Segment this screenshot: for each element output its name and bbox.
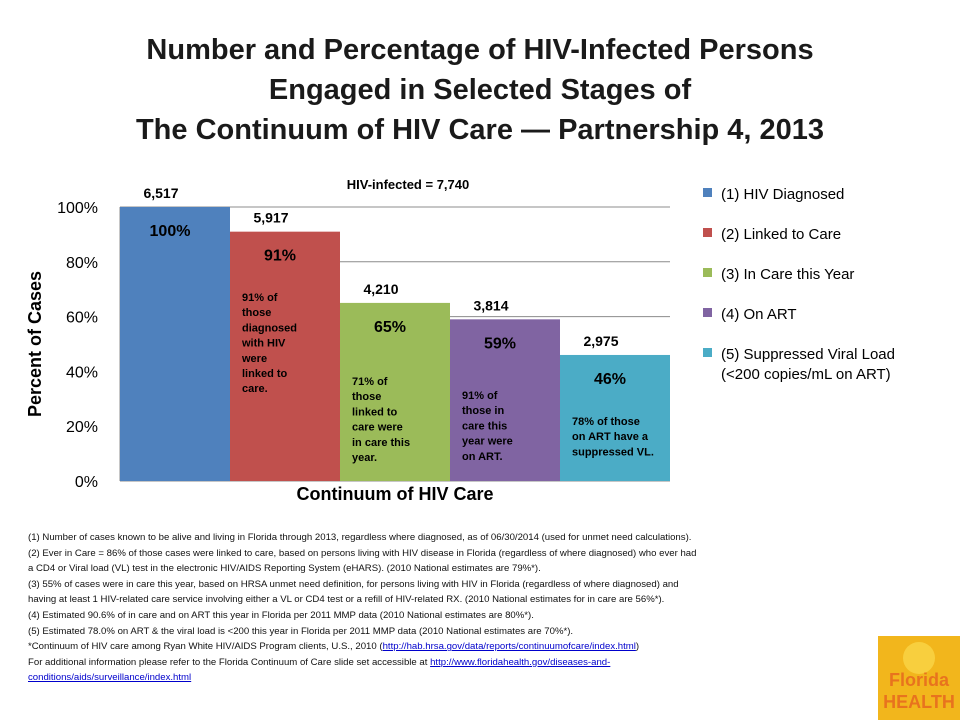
bar-percent-label: 91% — [264, 248, 296, 265]
legend-entry: (5) Suppressed Viral Load — [721, 346, 895, 363]
bar-note-line: suppressed VL. — [572, 446, 654, 458]
bar-note-line: year were — [462, 436, 513, 448]
y-tick-label: 60% — [66, 310, 98, 327]
bar-percent-label: 46% — [594, 371, 626, 388]
title-line-3: The Continuum of HIV Care — Partnership … — [135, 114, 825, 146]
bar — [340, 302, 450, 481]
y-tick-label: 100% — [57, 200, 98, 217]
bar-count-label: 2,975 — [583, 333, 618, 349]
footnotes: (1) Number of cases known to be alive an… — [28, 530, 878, 686]
bar-note-line: in care this — [352, 437, 410, 449]
y-tick-label: 0% — [75, 474, 98, 491]
footnote-3: (3) 55% of cases were in care this year,… — [28, 578, 679, 590]
bar-note-line: diagnosed — [242, 322, 297, 334]
y-tick-label: 20% — [66, 419, 98, 436]
legend-entry: (3) In Care this Year — [721, 266, 854, 283]
footnote-2: (2) Ever in Care = 86% of those cases we… — [28, 547, 697, 559]
footnote-continuum: *Continuum of HIV care among Ryan White … — [28, 639, 878, 655]
footnote-2b: a CD4 or Viral load (VL) test in the ele… — [28, 563, 541, 575]
bar-count-label: 4,210 — [363, 281, 398, 297]
more-info-link-1[interactable]: http://www.floridahealth.gov/diseases-an… — [430, 656, 611, 668]
total-annotation: HIV-infected = 7,740 — [347, 177, 469, 192]
legend-swatch — [703, 348, 712, 357]
footnote-3b: having at least 1 HIV-related care servi… — [28, 594, 665, 606]
x-axis-label: Continuum of HIV Care — [297, 484, 494, 504]
bar-percent-label: 100% — [150, 223, 191, 240]
legend-entry: (1) HIV Diagnosed — [721, 186, 844, 203]
legend-entry: (<200 copies/mL on ART) — [721, 366, 891, 383]
bar-note-line: those — [242, 307, 271, 319]
bar-percent-label: 65% — [374, 319, 406, 336]
logo-health-text: HEALTH — [883, 692, 955, 712]
bar-note-line: those in — [462, 405, 504, 417]
bar — [450, 319, 560, 481]
y-axis-label: Percent of Cases — [25, 271, 45, 417]
bar-note-line: linked to — [242, 368, 288, 380]
legend-swatch — [703, 268, 712, 277]
sun-icon — [878, 636, 960, 720]
more-info-prefix: For additional information please refer … — [28, 656, 431, 668]
legend-entry: (4) On ART — [721, 306, 797, 323]
bar-note-line: year. — [352, 452, 377, 464]
y-tick-label: 40% — [66, 364, 98, 381]
continuum-link[interactable]: http://hab.hrsa.gov/data/reports/continu… — [382, 641, 636, 653]
bar-percent-label: 59% — [484, 335, 516, 352]
bar-note-line: 91% of — [242, 292, 278, 304]
florida-health-logo: Florida HEALTH — [878, 636, 960, 720]
bar-note-line: with HIV — [241, 338, 286, 350]
footnote-1: (1) Number of cases known to be alive an… — [28, 532, 692, 543]
bar-note-line: on ART. — [462, 451, 503, 463]
hiv-continuum-bar-chart: 0% 20% 40% 60% 80% 100% Percent of Cases Contin… — [25, 177, 895, 504]
bar-note-line: 71% of — [352, 376, 388, 388]
legend-swatch — [703, 308, 712, 317]
page-title: Number and Percentage of HIV-Infected Pe… — [0, 30, 960, 150]
footnote-4: (4) Estimated 90.6% of in care and on AR… — [28, 609, 534, 621]
y-tick-label: 80% — [66, 255, 98, 272]
legend-swatch — [703, 188, 712, 197]
more-info-link-2[interactable]: conditions/aids/surveillance/index.html — [28, 672, 192, 684]
legend-swatch — [703, 228, 712, 237]
legend-entry: (2) Linked to Care — [721, 226, 841, 243]
bar-note-line: were — [241, 353, 267, 365]
continuum-suffix: ) — [635, 641, 640, 653]
bar — [230, 231, 340, 481]
bar-note-line: on ART have a — [572, 431, 649, 443]
bar-note-line: linked to — [352, 406, 398, 418]
bar-count-label: 6,517 — [143, 185, 178, 201]
continuum-prefix: *Continuum of HIV care among Ryan White … — [28, 641, 383, 653]
title-line-2: Engaged in Selected Stages of — [268, 74, 692, 106]
bar-note-line: 91% of — [462, 390, 498, 402]
bar-note-line: care were — [352, 422, 403, 434]
bar-note-line: 78% of those — [572, 416, 640, 428]
bar-count-label: 3,814 — [473, 297, 508, 313]
footnote-more-info: For additional information please refer … — [28, 655, 878, 671]
bar — [120, 207, 230, 481]
footnote-5: (5) Estimated 78.0% on ART & the viral l… — [28, 625, 574, 637]
footnote-more-info-2: conditions/aids/surveillance/index.html — [28, 670, 878, 686]
logo-florida-text: Florida — [889, 670, 950, 690]
bar-note-line: care this — [462, 420, 507, 432]
bar-count-label: 5,917 — [253, 210, 288, 226]
bar-note-line: care. — [242, 383, 268, 395]
bar-note-line: those — [352, 391, 381, 403]
bar — [560, 354, 670, 481]
title-line-1: Number and Percentage of HIV-Infected Pe… — [146, 34, 814, 66]
